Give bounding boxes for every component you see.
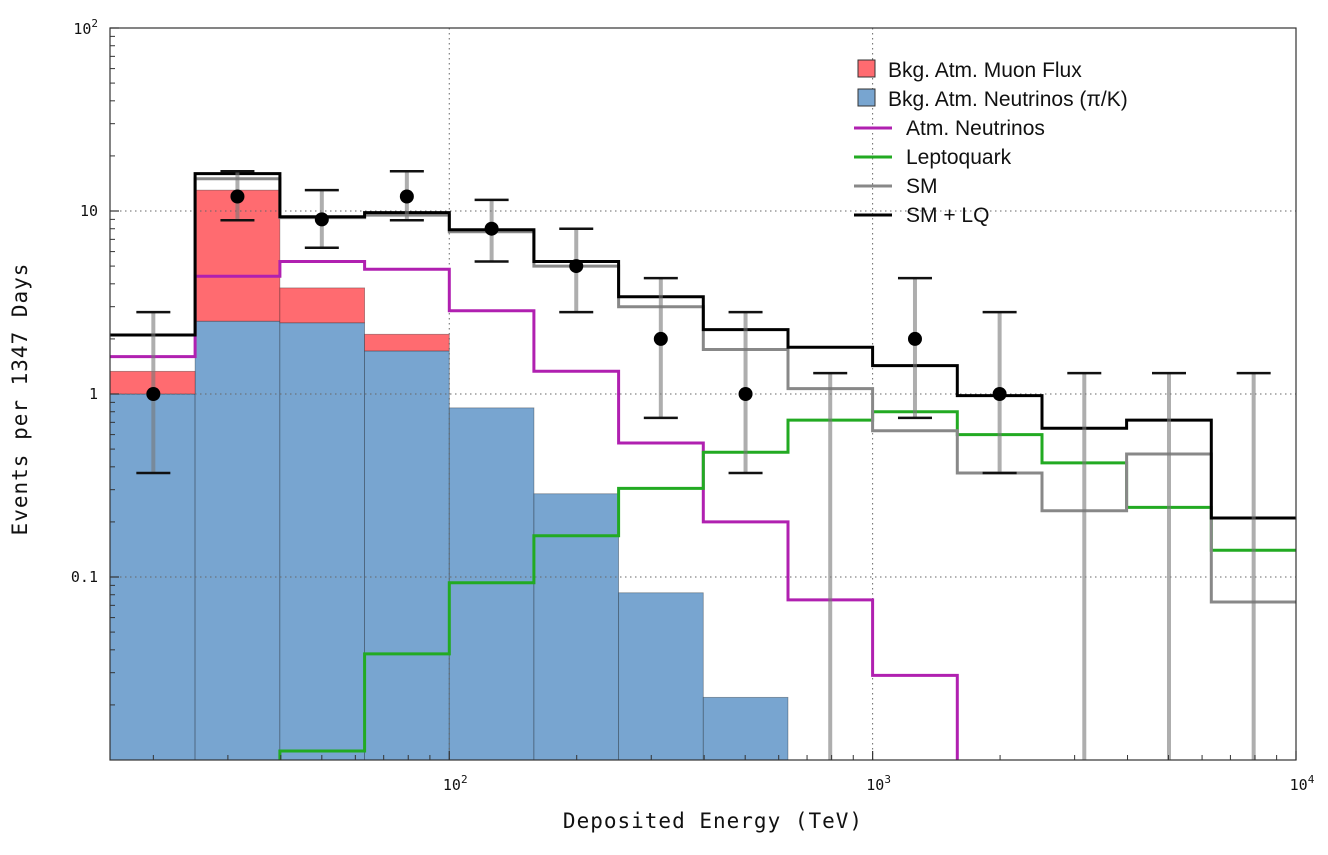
y-tick-label: 0.1 <box>71 568 98 586</box>
legend-swatch-box <box>857 59 876 78</box>
atm-neutrino-bkg-bar <box>364 350 450 761</box>
x-tick-label: 103 <box>866 773 891 794</box>
data-point <box>484 221 499 236</box>
muon-flux-bkg-bar <box>279 287 366 324</box>
atm-neutrino-bkg-bar <box>194 320 281 761</box>
x-tick-label: 104 <box>1290 773 1315 794</box>
legend-swatch-box <box>857 88 876 107</box>
atm-neutrino-bkg-bar <box>702 696 789 761</box>
legend-label: Bkg. Atm. Muon Flux <box>888 59 1082 82</box>
data-point <box>314 212 329 227</box>
legend-label: Leptoquark <box>906 146 1012 169</box>
atm-neutrino-bkg-bar <box>533 493 620 761</box>
data-points <box>136 169 1271 760</box>
legend-label: Bkg. Atm. Neutrinos (π/K) <box>888 88 1128 111</box>
x-tick-label: 102 <box>443 773 468 794</box>
data-point <box>146 387 161 401</box>
legend-label: SM + LQ <box>906 204 989 227</box>
x-axis-title: Deposited Energy (TeV) <box>563 809 863 833</box>
legend-label: SM <box>906 175 938 198</box>
data-point <box>738 387 753 401</box>
y-axis-title: Events per 1347 Days <box>8 263 32 536</box>
y-tick-label: 10 <box>80 202 98 220</box>
y-tick-label: 102 <box>73 17 98 38</box>
data-point <box>653 331 668 346</box>
atm-neutrino-bkg-bar <box>279 322 366 761</box>
data-point <box>907 331 922 346</box>
data-point <box>230 189 245 204</box>
series-line-atm-neutrinos <box>110 260 959 760</box>
muon-flux-bkg-bar <box>364 333 450 352</box>
data-point <box>569 259 584 274</box>
y-tick-label: 1 <box>89 385 98 403</box>
data-point <box>399 189 414 204</box>
data-point <box>992 387 1007 401</box>
axis-ticks: 102 103 104 0.1 1 10 102 <box>71 17 1315 794</box>
legend: Bkg. Atm. Muon Flux Bkg. Atm. Neutrinos (… <box>854 59 1128 227</box>
atm-neutrino-bkg-bar <box>618 592 704 761</box>
legend-label: Atm. Neutrinos <box>906 117 1045 140</box>
